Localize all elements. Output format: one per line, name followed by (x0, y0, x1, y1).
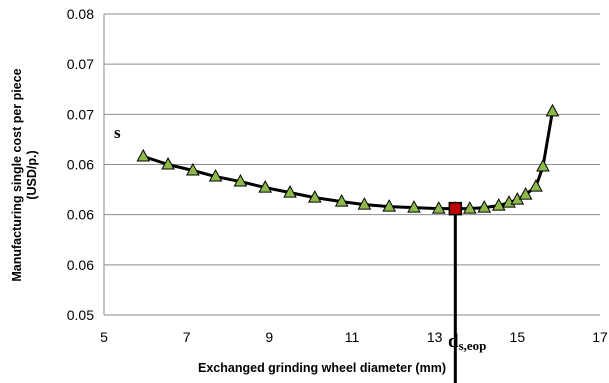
data-point-3 (208, 168, 223, 182)
y-tick-labels: 0.05 0.06 0.06 0.06 0.07 0.07 0.08 (67, 6, 94, 323)
y-tick-label-2: 0.06 (67, 207, 94, 223)
x-tick-label-1: 7 (183, 329, 191, 345)
series-line (142, 111, 554, 211)
y-tick-label-6: 0.08 (67, 6, 94, 22)
data-point-21 (536, 158, 550, 172)
data-point-20 (529, 179, 543, 192)
optimum-marker-group (448, 201, 463, 216)
y-tick-label-5: 0.07 (67, 56, 94, 72)
y-axis-title-line2: (USD/p.) (25, 150, 39, 199)
series-polyline (142, 111, 554, 211)
annotation-dseop: ds,eop (448, 331, 486, 353)
data-point-22 (545, 103, 560, 117)
data-point-1 (161, 156, 175, 170)
data-point-10 (382, 199, 397, 212)
x-axis-title: Exchanged grinding wheel diameter (mm) (198, 361, 446, 375)
x-tick-label-4: 13 (427, 329, 443, 345)
x-tick-label-3: 11 (345, 329, 360, 345)
data-point-9 (357, 197, 372, 210)
axes (103, 14, 600, 316)
series-markers (136, 103, 560, 214)
data-point-15 (477, 200, 492, 213)
data-point-12 (431, 201, 446, 214)
data-point-16 (491, 198, 506, 211)
data-point-8 (334, 194, 349, 207)
x-tick-label-2: 9 (265, 329, 273, 345)
x-tick-label-6: 17 (592, 329, 608, 345)
y-tick-label-4: 0.07 (67, 106, 94, 122)
data-point-6 (283, 185, 297, 198)
y-axis-title-line1: Manufacturing single cost per piece (10, 68, 24, 281)
optimum-marker (448, 201, 463, 216)
data-point-5 (258, 180, 273, 193)
x-tick-label-5: 15 (510, 329, 526, 345)
y-tick-label-1: 0.06 (67, 257, 94, 273)
data-point-4 (233, 174, 248, 187)
data-point-0 (136, 148, 151, 162)
data-point-2 (186, 162, 200, 176)
y-tick-label-3: 0.06 (67, 157, 94, 173)
x-tick-labels: 5 7 9 11 13 15 17 (100, 329, 608, 345)
annotation-d-subscript: s,eop (459, 338, 487, 353)
gridlines (104, 13, 600, 266)
annotation-d: d (448, 331, 459, 352)
data-point-7 (307, 190, 322, 203)
annotation-s: s (114, 123, 121, 142)
data-point-19 (518, 187, 533, 200)
data-point-14 (462, 201, 477, 214)
x-tick-label-0: 5 (100, 329, 108, 345)
data-point-11 (407, 200, 421, 213)
y-tick-label-0: 0.05 (67, 307, 94, 323)
